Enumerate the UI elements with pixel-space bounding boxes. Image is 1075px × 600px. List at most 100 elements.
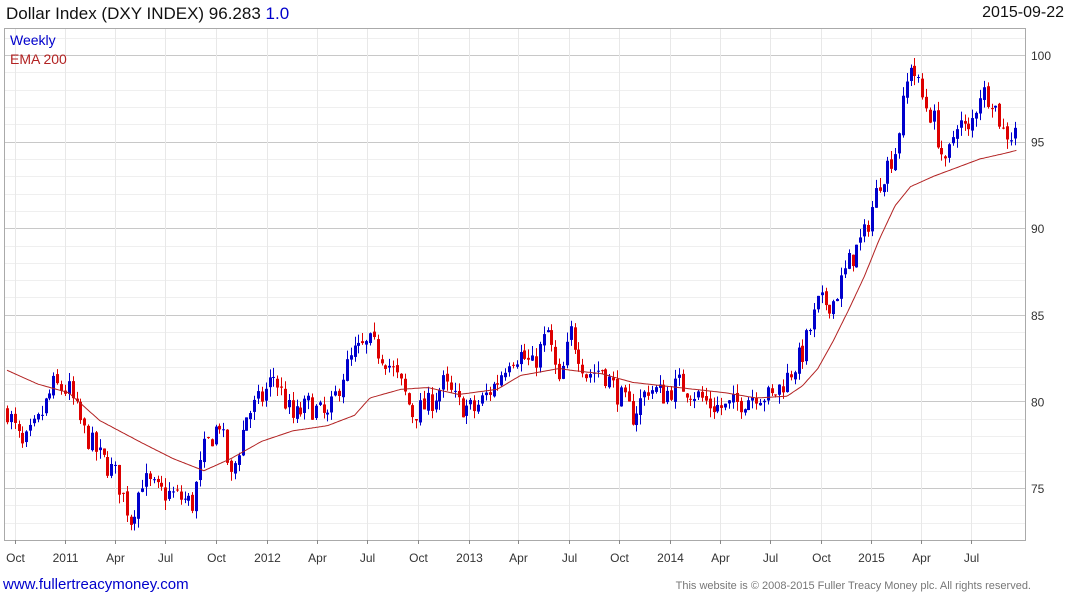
candle-body: [751, 397, 754, 401]
y-tick-label: 100: [1031, 49, 1051, 63]
footer-link[interactable]: www.fullertreacymoney.com: [3, 576, 189, 593]
candle-body: [299, 407, 302, 415]
weekly-candle: [998, 102, 1001, 129]
x-axis-ticks: Oct 2011 Apr Jul Oct 2012 Apr Jul Oct 2013 Apr Jul O…: [6, 540, 979, 565]
candle-body: [1002, 127, 1005, 129]
weekly-candle: [701, 386, 704, 402]
candle-body: [558, 363, 561, 380]
candle-body: [774, 394, 777, 396]
candle-body: [782, 386, 785, 393]
weekly-candle: [469, 397, 472, 410]
weekly-candle: [68, 372, 71, 401]
weekly-candle: [531, 345, 534, 361]
weekly-candle: [230, 459, 233, 481]
weekly-candles: [6, 58, 1017, 531]
candle-body: [763, 400, 766, 403]
grid: [5, 29, 1025, 541]
candle-body: [180, 491, 183, 500]
candle-body: [628, 391, 631, 402]
candle-body: [979, 98, 982, 114]
x-tick-label: 2014: [657, 551, 684, 565]
candle-body: [639, 398, 642, 415]
weekly-candle: [257, 384, 260, 405]
weekly-candle: [234, 461, 237, 480]
x-tick-label: Jul: [158, 551, 173, 565]
weekly-candle: [195, 481, 198, 519]
weekly-candle: [315, 404, 318, 421]
x-tick-label: Oct: [207, 551, 226, 565]
candle-body: [164, 487, 167, 501]
candle-body: [334, 391, 337, 396]
weekly-candle: [921, 73, 924, 100]
weekly-candle: [454, 382, 457, 398]
weekly-candle: [805, 328, 808, 365]
candle-body: [137, 492, 140, 519]
weekly-candle: [844, 260, 847, 278]
weekly-candle: [72, 376, 75, 405]
candle-body: [56, 374, 59, 384]
weekly-candle: [604, 368, 607, 389]
weekly-candle: [659, 375, 662, 393]
candle-body: [701, 391, 704, 398]
candle-body: [597, 370, 600, 372]
weekly-candle: [153, 476, 156, 484]
weekly-candle: [29, 418, 32, 437]
weekly-candle: [852, 254, 855, 272]
weekly-candle: [56, 369, 59, 385]
weekly-candle: [249, 410, 252, 428]
weekly-candle: [423, 390, 426, 410]
x-tick-label: Apr: [308, 551, 327, 565]
x-tick-label: 2013: [456, 551, 483, 565]
x-tick-label: Oct: [812, 551, 831, 565]
candle-body: [863, 224, 866, 237]
weekly-candle: [1002, 118, 1005, 130]
weekly-candle: [500, 371, 503, 387]
weekly-candle: [913, 58, 916, 86]
y-tick-label: 75: [1031, 482, 1045, 496]
weekly-candle: [377, 334, 380, 364]
candle-body: [292, 400, 295, 418]
weekly-candle: [790, 370, 793, 381]
weekly-candle: [894, 148, 897, 171]
weekly-candle: [481, 392, 484, 406]
weekly-candle: [462, 396, 465, 418]
candle-body: [647, 392, 650, 396]
candle-body: [786, 372, 789, 393]
candle-body: [392, 366, 395, 368]
candle-body: [952, 137, 955, 144]
weekly-candle: [628, 383, 631, 402]
candle-body: [261, 391, 264, 402]
candle-body: [917, 77, 920, 79]
weekly-candle: [581, 358, 584, 378]
candle-body: [365, 341, 368, 345]
candle-body: [589, 374, 592, 378]
weekly-candle: [319, 400, 322, 407]
weekly-candle: [635, 406, 638, 432]
weekly-candle: [523, 343, 526, 361]
weekly-candle: [191, 492, 194, 514]
weekly-candle: [674, 369, 677, 409]
candle-body: [585, 374, 588, 379]
weekly-candle: [720, 397, 723, 416]
weekly-candle: [114, 461, 117, 474]
weekly-candle: [693, 392, 696, 409]
weekly-candle: [95, 430, 98, 461]
weekly-candle: [118, 464, 121, 504]
weekly-candle: [944, 155, 947, 167]
weekly-candle: [330, 390, 333, 420]
x-tick-label: Oct: [409, 551, 428, 565]
candle-body: [68, 381, 71, 394]
candle-body: [338, 390, 341, 396]
weekly-candle: [238, 452, 241, 472]
weekly-candle: [991, 103, 994, 118]
candle-body: [539, 344, 542, 368]
candle-body: [415, 419, 418, 421]
candle-body: [655, 387, 658, 392]
candle-body: [191, 494, 194, 511]
weekly-candle: [280, 377, 283, 396]
candle-body: [168, 490, 171, 499]
candle-body: [855, 244, 858, 268]
candle-body: [906, 81, 909, 98]
weekly-candle: [122, 492, 125, 502]
weekly-candle: [994, 105, 997, 112]
